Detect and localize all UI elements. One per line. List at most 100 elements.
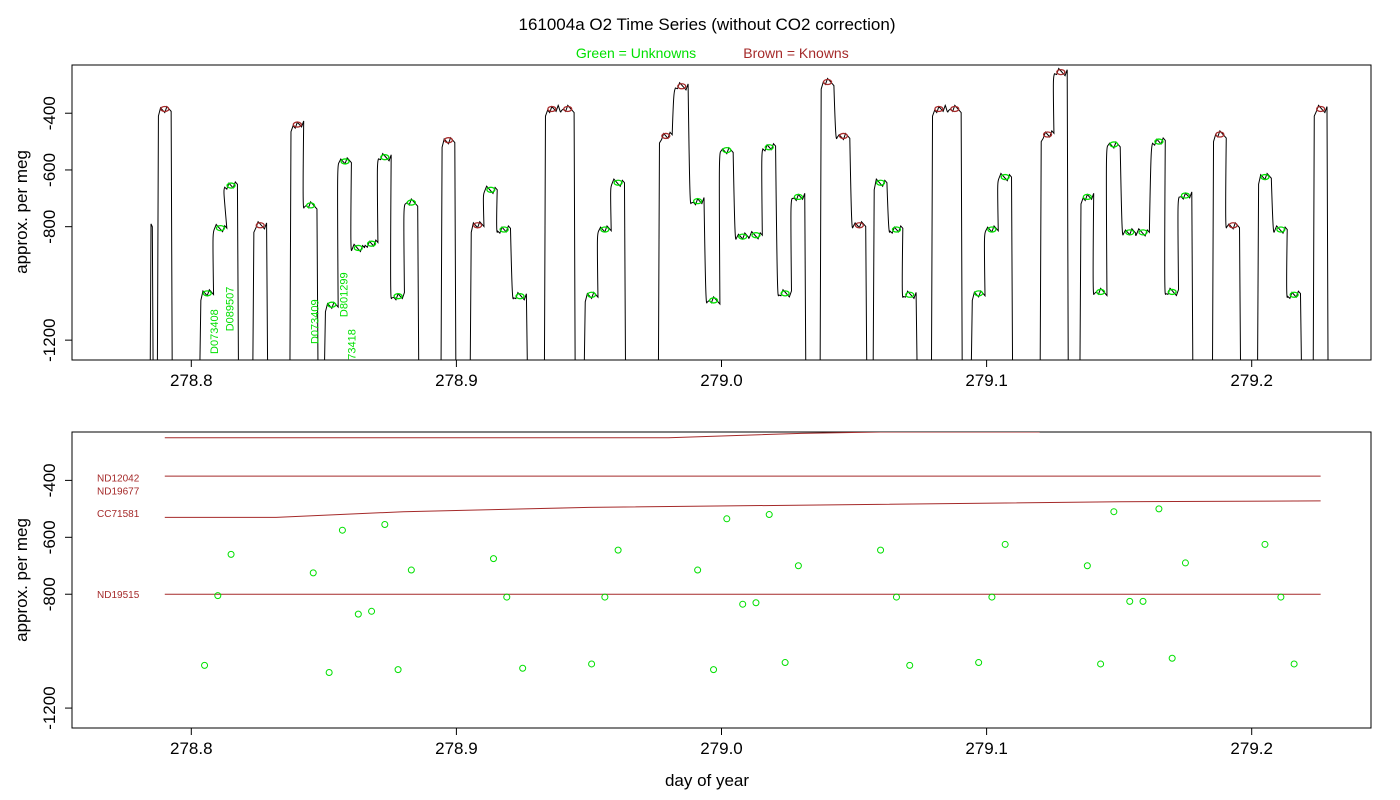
unknown-plateau-marker [780, 290, 790, 297]
unknown-point [227, 550, 235, 558]
unknown-point [614, 546, 622, 554]
unknown-plateau-marker [905, 291, 915, 298]
unknown-point [354, 610, 362, 618]
unknown-point [794, 562, 802, 570]
unknown-point [1110, 508, 1118, 516]
unknown-plateau-marker [973, 290, 984, 297]
unknown-point [309, 569, 317, 577]
unknown-point [877, 546, 885, 554]
y-tick-label: -400 [40, 463, 59, 497]
x-tick-label: 279.1 [965, 739, 1008, 758]
known-plateau-marker [950, 105, 960, 113]
known-plateau-marker [1056, 68, 1066, 76]
unknown-point [1083, 562, 1091, 570]
unknown-plateau-marker [366, 240, 377, 247]
x-tick-label: 278.9 [435, 739, 478, 758]
y-tick-label: -1200 [40, 318, 59, 361]
unknown-plateau-marker [1138, 229, 1148, 236]
unknown-point [503, 593, 511, 601]
known-plateau-marker [934, 105, 944, 113]
unknown-point [752, 599, 760, 607]
unknown-point [381, 521, 389, 528]
unknown-point [1097, 660, 1105, 668]
unknown-plateau-marker [1154, 138, 1164, 145]
unknown-point [519, 664, 527, 672]
unknown-plateau-marker [1289, 291, 1299, 298]
unknown-plateau-marker [875, 179, 886, 186]
known-plateau-marker [1215, 131, 1225, 138]
unknown-plateau-marker [722, 146, 732, 154]
unknown-plateau-marker [202, 290, 212, 297]
bottom-y-axis-label: approx. per meg [12, 518, 31, 642]
unknown-point [201, 661, 209, 669]
unknown-point [975, 659, 983, 667]
unknown-point [407, 566, 415, 574]
known-plateau-marker [661, 132, 671, 140]
unknown-point [1181, 559, 1189, 567]
known-plateau-marker [1042, 131, 1053, 138]
known-standard-label: CC71581 [97, 509, 140, 520]
unknown-plateau-marker [1082, 193, 1092, 201]
y-tick-label: -600 [40, 153, 59, 187]
unknown-plateau-marker [486, 186, 496, 193]
x-tick-label: 279.0 [700, 371, 743, 390]
unknown-plateau-marker [1000, 173, 1010, 181]
known-plateau-marker [563, 105, 573, 113]
unknown-point [1261, 540, 1269, 548]
known-plateau-marker [443, 137, 454, 144]
unknown-point [601, 593, 609, 601]
unknown-plateau-marker [515, 293, 525, 300]
known-standard-label: ND19515 [97, 590, 140, 601]
unknown-point [781, 659, 789, 667]
unknown-point [892, 593, 900, 601]
unknown-point [710, 666, 718, 674]
y-tick-label: -1200 [40, 686, 59, 729]
unknown-plateau-marker [1180, 192, 1191, 199]
unknown-plateau-marker [1167, 288, 1177, 296]
unknown-plateau-marker [226, 182, 236, 189]
sample-id-annotation: D073409 [310, 299, 322, 344]
known-plateau-marker [547, 105, 557, 113]
unknown-point [988, 593, 996, 601]
unknown-point [325, 669, 333, 676]
unknown-plateau-marker [586, 291, 597, 298]
unknown-plateau-marker [613, 179, 623, 186]
unknown-plateau-marker [751, 232, 761, 239]
unknown-point [1155, 505, 1163, 513]
sample-id-annotation: D089507 [225, 287, 237, 332]
y-tick-label: -400 [40, 96, 59, 130]
unknown-plateau-marker [393, 293, 403, 300]
unknown-point [1168, 654, 1176, 662]
y-tick-label: -600 [40, 520, 59, 554]
unknown-point [1277, 593, 1285, 601]
unknown-point [723, 515, 731, 523]
known-plateau-marker [472, 222, 483, 229]
chart-title: 161004a O2 Time Series (without CO2 corr… [518, 15, 895, 34]
known-standard-label: ND19677 [97, 486, 140, 497]
unknown-plateau-marker [340, 158, 350, 165]
unknown-point [394, 666, 402, 674]
unknown-plateau-marker [327, 301, 337, 308]
known-plateau-marker [292, 121, 302, 128]
top-y-axis-label: approx. per meg [12, 150, 31, 274]
known-standard-line [164, 500, 1321, 518]
unknown-plateau-marker [793, 193, 804, 201]
unknown-plateau-marker [1109, 141, 1119, 148]
y-tick-label: -800 [40, 210, 59, 244]
unknown-plateau-marker [1125, 229, 1135, 236]
unknown-plateau-marker [1276, 226, 1286, 233]
o2-trace-line [149, 67, 1329, 360]
x-tick-label: 279.2 [1230, 371, 1273, 390]
unknown-plateau-marker [738, 233, 748, 240]
legend-knowns: Brown = Knowns [743, 45, 848, 61]
y-tick-label: -800 [40, 577, 59, 611]
unknown-point [1126, 597, 1134, 605]
x-tick-label: 279.1 [965, 371, 1008, 390]
unknown-plateau-marker [891, 226, 902, 233]
x-tick-label: 278.9 [435, 371, 478, 390]
unknown-point [1001, 540, 1009, 548]
x-axis-label: day of year [665, 771, 749, 790]
unknown-point [588, 660, 596, 668]
unknown-point [1139, 597, 1147, 605]
